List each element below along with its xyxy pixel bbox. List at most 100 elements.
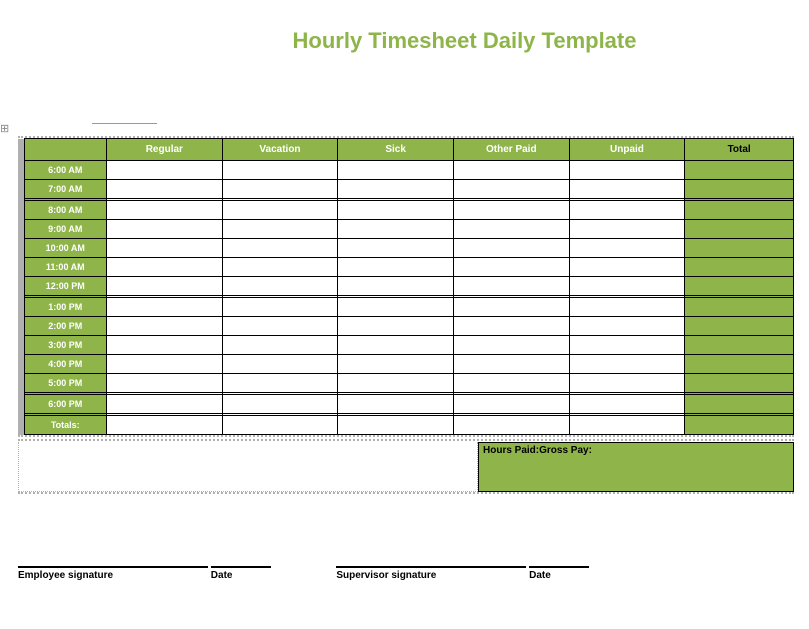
timesheet-table-container: Regular Vacation Sick Other Paid Unpaid … — [18, 136, 794, 437]
supervisor-date-line[interactable]: Date — [529, 566, 589, 581]
employee-date-label: Date — [211, 570, 233, 581]
time-label-8: 2:00 PM — [24, 317, 106, 336]
cell[interactable] — [338, 201, 454, 220]
table-row: 8:00 AM — [18, 201, 794, 220]
row-total — [685, 374, 794, 393]
time-label-4: 10:00 AM — [24, 239, 106, 258]
row-total — [685, 317, 794, 336]
row-total — [685, 395, 794, 414]
cell[interactable] — [338, 298, 454, 317]
cell[interactable] — [222, 277, 338, 296]
cell[interactable] — [453, 277, 569, 296]
time-label-0: 6:00 AM — [24, 161, 106, 180]
cell[interactable] — [338, 355, 454, 374]
cell[interactable] — [453, 317, 569, 336]
table-row: 6:00 AM — [18, 161, 794, 180]
cell[interactable] — [338, 161, 454, 180]
cell[interactable] — [453, 239, 569, 258]
time-label-2: 8:00 AM — [24, 201, 106, 220]
time-label-1: 7:00 AM — [24, 180, 106, 199]
table-row: 6:00 PM — [18, 395, 794, 414]
cell[interactable] — [453, 336, 569, 355]
cell[interactable] — [338, 374, 454, 393]
cell[interactable] — [338, 239, 454, 258]
row-total — [685, 298, 794, 317]
cell[interactable] — [222, 317, 338, 336]
cell[interactable] — [222, 220, 338, 239]
cell[interactable] — [107, 180, 223, 199]
time-label-9: 3:00 PM — [24, 336, 106, 355]
cell[interactable] — [453, 180, 569, 199]
employee-signature-line[interactable]: Employee signature — [18, 566, 208, 581]
page-break-marker: ⊞ — [0, 122, 9, 135]
cell[interactable] — [107, 239, 223, 258]
col-header-other: Other Paid — [453, 139, 569, 161]
cell[interactable] — [107, 201, 223, 220]
cell[interactable] — [453, 395, 569, 414]
employee-date-line[interactable]: Date — [211, 566, 271, 581]
col-header-total: Total — [685, 139, 794, 161]
cell[interactable] — [338, 258, 454, 277]
cell[interactable] — [107, 395, 223, 414]
cell[interactable] — [222, 201, 338, 220]
cell[interactable] — [107, 277, 223, 296]
row-total — [685, 220, 794, 239]
cell[interactable] — [453, 258, 569, 277]
cell[interactable] — [222, 355, 338, 374]
cell[interactable] — [107, 220, 223, 239]
cell[interactable] — [453, 298, 569, 317]
cell[interactable] — [338, 277, 454, 296]
cell[interactable] — [338, 336, 454, 355]
cell[interactable] — [453, 220, 569, 239]
table-row: 4:00 PM — [18, 355, 794, 374]
cell[interactable] — [569, 239, 685, 258]
cell[interactable] — [569, 317, 685, 336]
cell[interactable] — [453, 201, 569, 220]
cell[interactable] — [107, 336, 223, 355]
cell[interactable] — [222, 161, 338, 180]
cell[interactable] — [338, 220, 454, 239]
cell[interactable] — [569, 220, 685, 239]
cell[interactable] — [107, 161, 223, 180]
cell[interactable] — [569, 395, 685, 414]
cell[interactable] — [338, 317, 454, 336]
cell[interactable] — [453, 374, 569, 393]
cell[interactable] — [569, 336, 685, 355]
cell[interactable] — [569, 201, 685, 220]
cell[interactable] — [569, 298, 685, 317]
cell[interactable] — [222, 374, 338, 393]
col-header-vacation: Vacation — [222, 139, 338, 161]
supervisor-signature-line[interactable]: Supervisor signature — [336, 566, 526, 581]
cell[interactable] — [222, 336, 338, 355]
row-total — [685, 336, 794, 355]
cell[interactable] — [338, 395, 454, 414]
cell[interactable] — [107, 355, 223, 374]
cell[interactable] — [569, 258, 685, 277]
cell[interactable] — [107, 374, 223, 393]
table-row: 12:00 PM — [18, 277, 794, 296]
cell[interactable] — [569, 355, 685, 374]
cell[interactable] — [338, 180, 454, 199]
cell[interactable] — [222, 239, 338, 258]
table-row: 3:00 PM — [18, 336, 794, 355]
cell[interactable] — [569, 180, 685, 199]
cell[interactable] — [569, 374, 685, 393]
cell[interactable] — [569, 277, 685, 296]
cell[interactable] — [569, 161, 685, 180]
cell[interactable] — [453, 355, 569, 374]
row-total — [685, 239, 794, 258]
header-row: Regular Vacation Sick Other Paid Unpaid … — [18, 139, 794, 161]
cell[interactable] — [222, 258, 338, 277]
cell[interactable] — [222, 395, 338, 414]
cell[interactable] — [107, 317, 223, 336]
cell[interactable] — [222, 180, 338, 199]
employee-signature-label: Employee signature — [18, 570, 113, 581]
cell[interactable] — [107, 258, 223, 277]
time-label-10: 4:00 PM — [24, 355, 106, 374]
cell[interactable] — [222, 298, 338, 317]
table-row: 2:00 PM — [18, 317, 794, 336]
table-row: 10:00 AM — [18, 239, 794, 258]
hours-paid-label: Hours Paid: — [483, 445, 539, 456]
cell[interactable] — [453, 161, 569, 180]
cell[interactable] — [107, 298, 223, 317]
